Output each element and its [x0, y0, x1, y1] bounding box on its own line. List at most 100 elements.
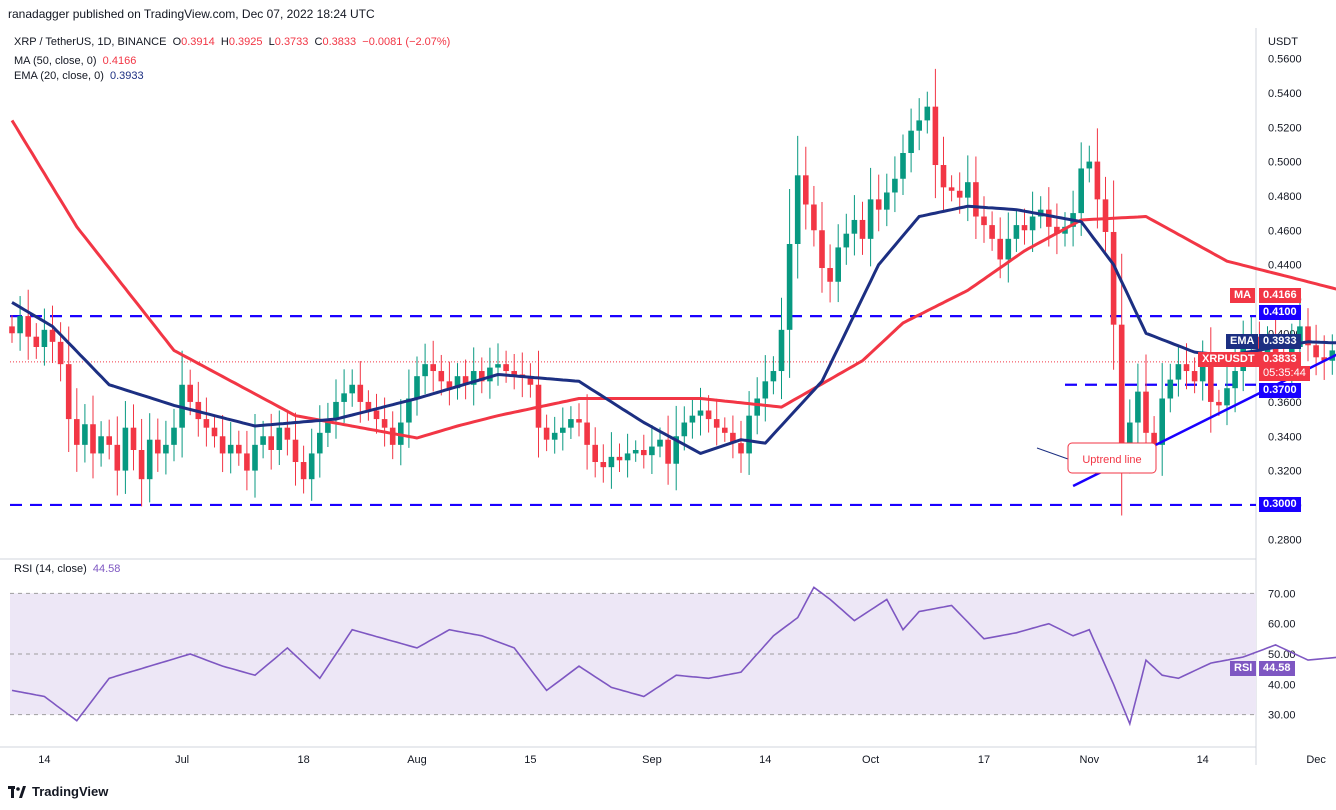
countdown-value: 05:35:44 [1263, 367, 1306, 379]
tradingview-logo-icon [8, 785, 26, 798]
legend-ma-value: 0.4166 [102, 55, 137, 67]
candle-body [665, 439, 671, 464]
price-tick-label: 0.3600 [1268, 397, 1302, 409]
time-tick-label: Sep [642, 754, 662, 766]
candle-body [754, 398, 760, 416]
candle-body [17, 316, 23, 334]
candle-body [333, 401, 339, 420]
legend-open-label: O [172, 36, 182, 48]
candle-body [1199, 362, 1206, 382]
candle-body [1013, 225, 1020, 239]
candle-body [940, 165, 947, 188]
candle-body [495, 364, 501, 368]
symbol-tag-label: XRPUSDT [1202, 353, 1255, 365]
rsi-tick-label: 40.00 [1268, 679, 1296, 691]
tradingview-logo[interactable]: TradingView [8, 784, 108, 799]
candle-body [1102, 199, 1109, 232]
candle-body [74, 419, 80, 445]
candle-body [819, 230, 825, 269]
candle-body [284, 427, 291, 440]
candle-body [746, 415, 752, 454]
candle-body [203, 419, 210, 428]
candle-body [770, 371, 777, 382]
candle-body [803, 175, 809, 205]
ma-price-tag: MA [1230, 288, 1256, 303]
price-chart[interactable]: USDT0.28000.30000.32000.34000.36000.3800… [0, 28, 1336, 778]
candle-body [624, 453, 631, 461]
candle-body [697, 410, 704, 416]
annotation-arrow [1036, 447, 1069, 460]
rsi-tag-value-box: 44.58 [1259, 661, 1295, 676]
ema20-line [11, 204, 1336, 455]
candle-body [430, 364, 436, 372]
candle-body [681, 422, 688, 437]
candles-group [9, 68, 1336, 516]
candle-body [948, 187, 955, 191]
candle-body [786, 243, 793, 330]
candle-body [875, 199, 882, 210]
rsi-tick-label: 60.00 [1268, 619, 1296, 631]
legend-rsi-label: RSI (14, close) [14, 563, 87, 575]
time-tick-label: Jul [175, 754, 189, 766]
candle-body [956, 190, 963, 198]
price-tick-label: 0.5600 [1268, 54, 1302, 66]
price-tick-label: 0.4400 [1268, 260, 1302, 272]
ema-tag-label: EMA [1230, 335, 1255, 347]
candle-body [1143, 391, 1149, 433]
price-tick-label: 0.3400 [1268, 431, 1302, 443]
ma50-line [10, 119, 1336, 440]
candle-body [851, 219, 858, 234]
candle-body [365, 401, 372, 411]
candle-body [981, 216, 987, 226]
candle-body [689, 415, 696, 423]
publisher-line: ranadagger published on TradingView.com,… [8, 7, 375, 21]
time-tick-label: Nov [1080, 754, 1100, 766]
level-300-label: 0.3000 [1263, 498, 1297, 510]
legend-close-label: C [314, 36, 323, 48]
candle-body [406, 398, 412, 423]
time-tick-label: Oct [862, 754, 879, 766]
candle-body [900, 153, 906, 179]
candle-body [867, 199, 874, 239]
candle-body [600, 462, 607, 468]
candle-body [592, 444, 598, 463]
candle-body [1029, 216, 1036, 231]
rsi-tag: RSI [1230, 661, 1257, 676]
candle-body [381, 419, 388, 428]
candle-body [454, 376, 461, 389]
candle-body [1005, 238, 1012, 260]
price-tick-label: 0.5400 [1268, 88, 1302, 100]
level-370-label: 0.3700 [1263, 384, 1297, 396]
candle-body [827, 268, 833, 282]
candle-body [41, 329, 48, 347]
candle-body [1021, 225, 1028, 231]
legend-rsi-row: RSI (14, close) 44.58 [14, 563, 120, 575]
candle-body [649, 446, 655, 456]
candle-body [487, 367, 493, 382]
candle-body [268, 436, 274, 450]
candle-body [82, 424, 88, 445]
candle-body [705, 410, 712, 420]
candle-body [794, 175, 801, 244]
candle-body [438, 371, 445, 382]
price-tick-label: 0.3200 [1268, 466, 1302, 478]
candle-body [1046, 209, 1052, 227]
candle-body [90, 424, 96, 454]
candle-body [33, 336, 40, 347]
candle-body [503, 364, 509, 372]
legend-ma-label: MA (50, close, 0) [14, 55, 97, 67]
symbol-tag-value: 0.3833 [1263, 353, 1297, 365]
candle-body [260, 436, 266, 445]
candle-body [730, 432, 736, 444]
candle-body [778, 329, 785, 372]
candle-body [49, 329, 56, 342]
legend-open: 0.3914 [181, 36, 215, 48]
candle-body [1159, 398, 1165, 445]
candle-body [341, 393, 347, 402]
candle-body [122, 427, 129, 471]
ema-price-tag: EMA [1226, 334, 1259, 349]
candle-body [25, 316, 31, 337]
candle-body [1208, 362, 1214, 402]
price-tick-label: 0.5200 [1268, 122, 1302, 134]
candle-body [811, 204, 817, 231]
